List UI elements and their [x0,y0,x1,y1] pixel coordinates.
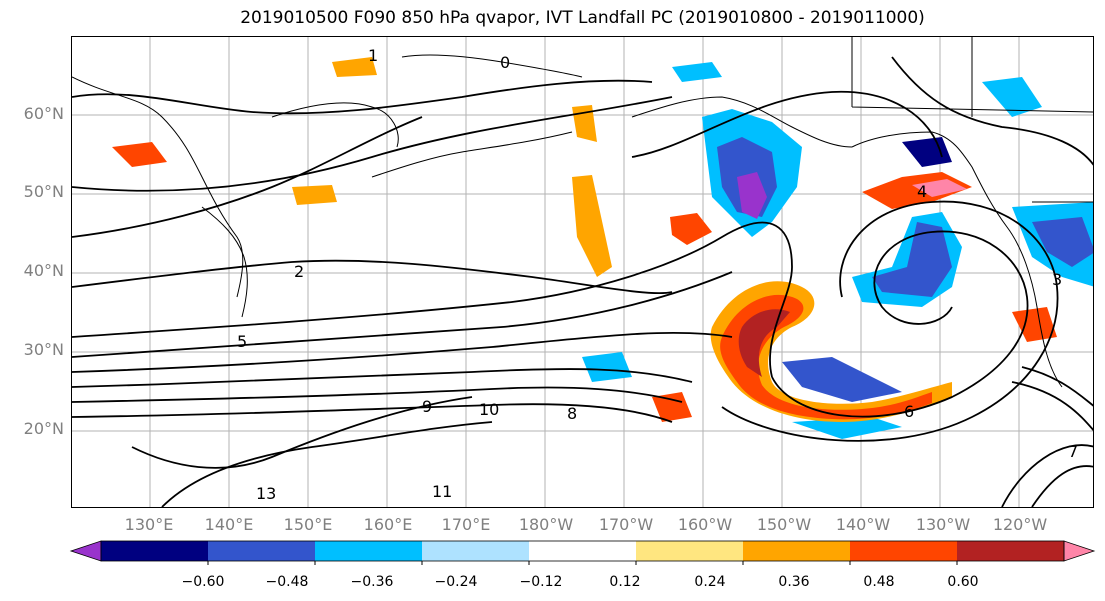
colorbar-tick-label: −0.36 [350,574,394,590]
colorbar-cell [743,541,851,561]
colorbar-tick-label: −0.12 [519,574,563,590]
positive-anomaly-japan-sea [292,185,337,205]
graticule [72,37,1093,507]
positive-anomaly-ar-peak [738,309,790,377]
positive-anomaly-mid-pacific [670,213,712,245]
negative-anomaly-gulf-alaska-peak [737,172,767,219]
lat-label-50n: 50°N [23,182,64,201]
colorbar-tick-label: 0.12 [609,574,641,590]
contour-label: 13 [256,484,276,503]
lat-label-40n: 40°N [23,261,64,280]
negative-anomaly-south [782,357,902,402]
lon-label-180w: 180°W [518,515,574,534]
colorbar-cell [315,541,423,561]
negative-anomaly-bering [672,62,722,82]
colorbar-extend-min [69,540,102,562]
colorbar-tick-label: 0.48 [863,574,895,590]
colorbar-cells [69,540,1096,565]
lat-label-30n: 30°N [23,340,64,359]
colorbar-cell [636,541,744,561]
qvapor-shading [112,57,1093,439]
colorbar-cell [957,541,1065,561]
contour-labels: 0 1 2 3 4 5 6 7 8 9 10 11 13 [237,46,1078,503]
lon-label-140w: 140°W [835,515,891,534]
contour-label: 11 [432,482,452,501]
colorbar-cell [529,541,637,561]
colorbar-tick-label: −0.60 [181,574,225,590]
lon-label-140e: 140°E [204,515,254,534]
contour-label: 0 [500,53,510,72]
colorbar-cell [422,541,530,561]
coastlines [72,37,1093,388]
contour-label: 1 [368,46,378,65]
colorbar-cell [208,541,316,561]
colorbar-tick-label: 0.36 [778,574,810,590]
colorbar-tick-label: 0.60 [947,574,979,590]
positive-anomaly-kuril [572,175,612,277]
lat-label-20n: 20°N [23,419,64,438]
positive-anomaly-coast-peak [912,179,967,197]
negative-anomaly-south-2 [792,417,902,439]
lon-label-170e: 170°E [441,515,491,534]
colorbar-extend-max [1063,540,1096,562]
negative-anomaly-coast-core [1032,217,1093,267]
colorbar-tick-label: −0.48 [265,574,309,590]
positive-anomaly-bering [332,57,377,77]
contour-label: 6 [904,402,914,421]
positive-anomaly-baja [1012,307,1057,342]
contour-label: 7 [1068,442,1078,461]
lon-label-150w: 150°W [756,515,812,534]
colorbar-tick-label: 0.24 [694,574,726,590]
contour-label: 10 [479,400,499,419]
ivt-contours [72,56,1093,507]
map-panel: 0 1 2 3 4 5 6 7 8 9 10 11 13 [71,36,1094,508]
colorbar-outline [100,540,1065,562]
lon-label-130w: 130°W [915,515,971,534]
negative-anomaly-west-pacific [582,352,632,382]
lon-label-130e: 130°E [124,515,174,534]
colorbar-tick-label: −0.24 [434,574,478,590]
lon-label-160e: 160°E [363,515,413,534]
map-title: 2019010500 F090 850 hPa qvapor, IVT Land… [240,8,925,28]
positive-anomaly-subtropical [652,392,692,422]
lon-label-150e: 150°E [283,515,333,534]
contour-label: 9 [422,397,432,416]
contour-label: 8 [567,404,577,423]
lon-label-120w: 120°W [992,515,1048,534]
negative-anomaly-east-pacific-core [872,222,952,297]
contour-label: 5 [237,332,247,351]
contour-label: 4 [917,182,927,201]
lon-label-160w: 160°W [677,515,733,534]
colorbar-cell [101,541,209,561]
negative-anomaly-ne-canada [982,77,1042,117]
lat-label-60n: 60°N [23,104,64,123]
positive-anomaly-japan [112,142,167,167]
colorbar-cell [850,541,958,561]
contour-label: 3 [1052,270,1062,289]
negative-anomaly-northeast [902,137,952,167]
contour-label: 2 [294,262,304,281]
lon-label-170w: 170°W [598,515,654,534]
